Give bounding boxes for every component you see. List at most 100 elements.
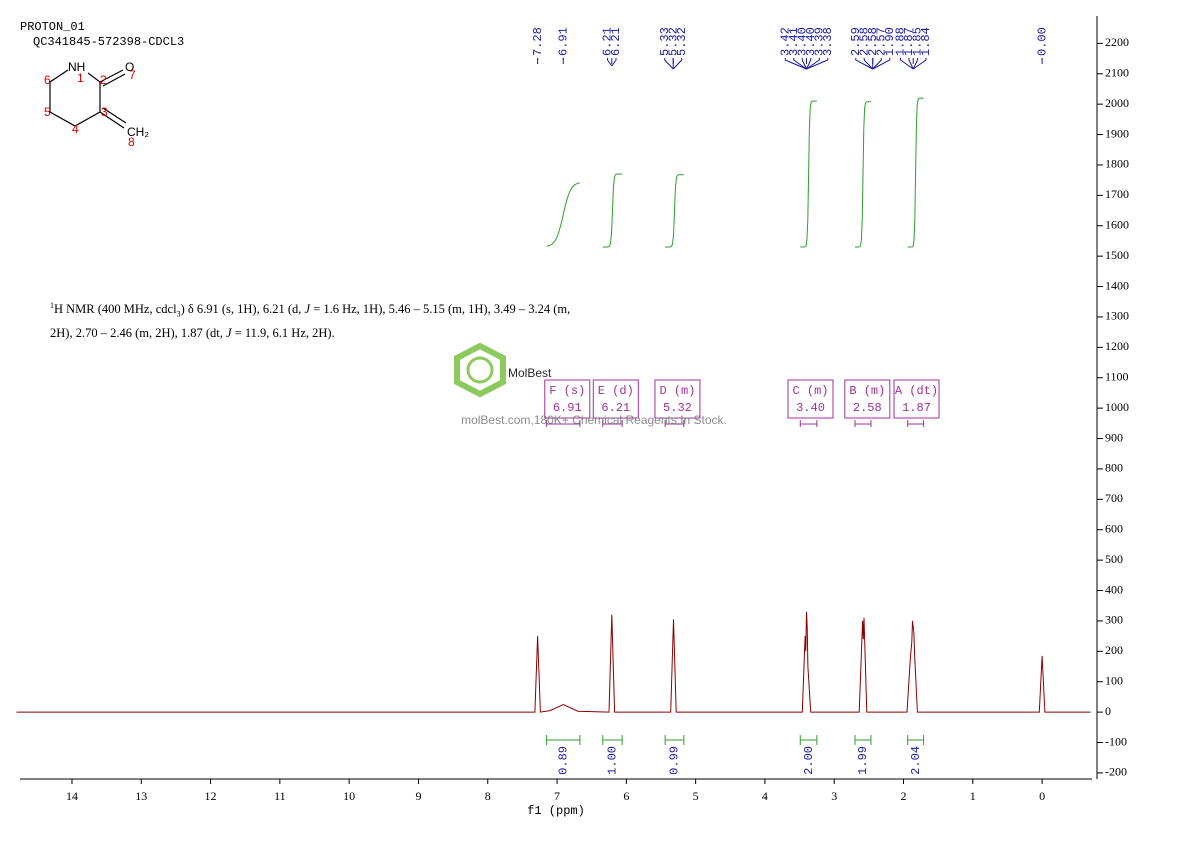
y-tick-label: 1000 [1105, 400, 1129, 414]
y-tick-label: 500 [1105, 552, 1123, 566]
peak-connector [801, 58, 807, 70]
y-tick-label: 1600 [1105, 217, 1129, 231]
peak-label: 3.39 [812, 27, 826, 56]
peak-connector [607, 58, 613, 67]
atom-label: NH [68, 60, 85, 74]
peak-label: 2.58 [857, 27, 871, 56]
y-tick-label: 900 [1105, 430, 1123, 444]
peak-label: 5.32 [666, 27, 680, 56]
peak-connector [664, 58, 674, 70]
description-line: 1H NMR (400 MHz, cdcl3) δ 6.91 (s, 1H), … [50, 296, 570, 324]
multiplet-label: C (m) [792, 384, 828, 398]
multiplet-shift: 6.21 [601, 401, 630, 415]
peak-label: 1.90 [883, 27, 897, 56]
subtitle: QC341845-572398-CDCL3 [33, 35, 184, 49]
peak-label: 3.41 [787, 27, 801, 56]
x-tick-label: 7 [554, 789, 560, 803]
integral-label: 1.99 [856, 746, 870, 775]
logo-icon [466, 356, 494, 384]
peak-connector [793, 58, 807, 70]
logo-text: MolBest [508, 366, 552, 380]
y-tick-label: -200 [1105, 765, 1127, 779]
y-tick-label: 2000 [1105, 96, 1129, 110]
bond [99, 111, 125, 129]
y-tick-label: 1900 [1105, 126, 1129, 140]
multiplet-label: F (s) [549, 384, 585, 398]
y-tick-label: 0 [1105, 704, 1111, 718]
peak-connector [806, 58, 829, 70]
peak-connector [611, 58, 617, 67]
peak-label: 3.38 [821, 27, 835, 56]
peak-label: 3.40 [804, 27, 818, 56]
peak-label: 6.91 [556, 27, 570, 56]
y-tick-label: -100 [1105, 734, 1127, 748]
x-tick-label: 6 [623, 789, 629, 803]
peak-label: 5.33 [658, 27, 672, 56]
multiplet-shift: 2.58 [853, 401, 882, 415]
integral-label: 0.99 [668, 746, 682, 775]
multiplet-range [854, 420, 872, 427]
y-tick-label: 300 [1105, 613, 1123, 627]
logo-icon [454, 342, 506, 398]
peak-label: 0.00 [1035, 27, 1049, 56]
y-tick-label: 400 [1105, 582, 1123, 596]
atom-number: 8 [128, 135, 135, 149]
atom-label: CH₂ [127, 125, 149, 139]
atom-label: O [125, 60, 134, 74]
bond [102, 107, 127, 124]
text: J [304, 302, 311, 317]
peak-label: 1.88 [894, 27, 908, 56]
peak-label: 5.32 [675, 27, 689, 56]
peak-label: 6.21 [601, 27, 615, 56]
integral-curve [855, 101, 871, 248]
y-tick-label: 2200 [1105, 35, 1129, 49]
integral-label: 2.00 [802, 746, 816, 775]
x-tick-label: 13 [135, 789, 147, 803]
y-tick-label: 2100 [1105, 66, 1129, 80]
multiplet-label: B (m) [849, 384, 885, 398]
x-tick-label: 9 [415, 789, 421, 803]
atom-number: 3 [101, 105, 108, 119]
peak-connector [899, 58, 914, 70]
spectrum-line [16, 611, 1091, 713]
y-tick-label: 1400 [1105, 278, 1129, 292]
atom-number: 1 [77, 71, 84, 85]
y-tick-label: 1300 [1105, 309, 1129, 323]
peak-label: 1.84 [919, 27, 933, 56]
atom-number: 7 [129, 68, 136, 82]
multiplet-range [602, 420, 623, 427]
description-line: 2H), 2.70 – 2.46 (m, 2H), 1.87 (dt, J = … [50, 324, 570, 343]
multiplet-shift: 6.91 [553, 401, 582, 415]
nmr-description: 1H NMR (400 MHz, cdcl3) δ 6.91 (s, 1H), … [50, 296, 570, 343]
multiplet-box [787, 379, 834, 419]
integral-curve [800, 100, 817, 248]
y-tick-label: 1200 [1105, 339, 1129, 353]
x-tick-label: 1 [970, 789, 976, 803]
peak-connector [912, 58, 918, 70]
peak-connector [784, 58, 807, 70]
y-tick-label: 700 [1105, 491, 1123, 505]
text: 3 [176, 309, 181, 319]
text: = 11.9, 6.1 Hz, 2H). [231, 325, 335, 340]
peak-connector [806, 58, 812, 70]
x-axis-label: f1 (ppm) [527, 804, 585, 818]
text: J [226, 325, 232, 340]
y-tick-label: 600 [1105, 521, 1123, 535]
x-tick-label: 12 [205, 789, 217, 803]
atom-number: 4 [72, 122, 79, 136]
multiplet-shift: 1.87 [902, 401, 931, 415]
peak-label: 6.21 [609, 27, 623, 56]
y-tick-label: 200 [1105, 643, 1123, 657]
peak-label: 2.57 [874, 27, 888, 56]
text: H NMR (400 MHz, cdcl [54, 302, 177, 317]
integral-curve [602, 173, 623, 248]
peak-label: 1.85 [911, 27, 925, 56]
x-tick-label: 10 [343, 789, 355, 803]
x-tick-label: 3 [831, 789, 837, 803]
multiplet-label: D (m) [659, 384, 695, 398]
multiplet-range [907, 420, 925, 427]
integral-label: 0.89 [556, 746, 570, 775]
y-tick-label: 1500 [1105, 248, 1129, 262]
molecule [49, 69, 127, 129]
